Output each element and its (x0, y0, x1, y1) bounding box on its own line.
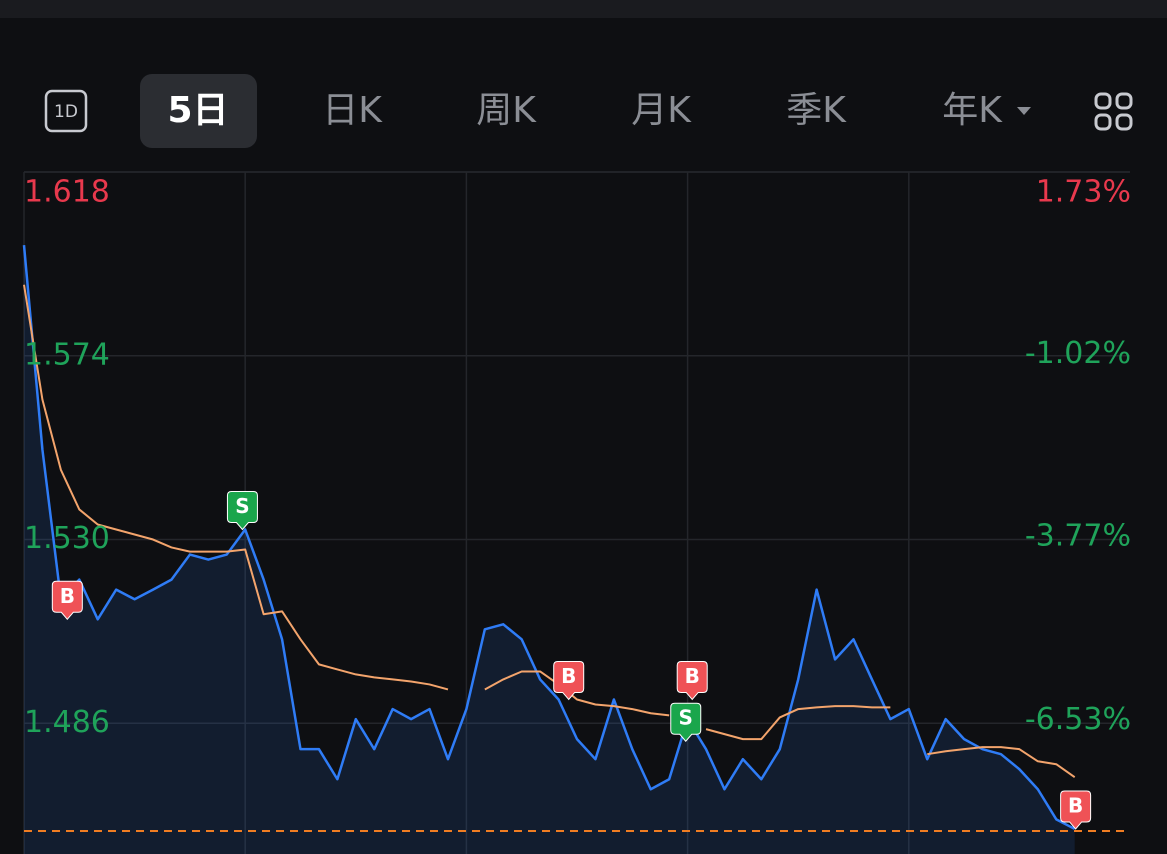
y-tick-label: 1.574 (24, 337, 110, 372)
y-tick-label: 1.618 (24, 175, 110, 210)
average-line (23, 284, 1076, 778)
trade-marker-pin (676, 660, 708, 701)
trade-marker-pin (1060, 790, 1092, 830)
trade-marker: B (1060, 790, 1092, 830)
trade-marker-pin (553, 660, 585, 701)
y-tick-label: 1.530 (24, 521, 110, 556)
y2-tick-label: 1.73% (1036, 175, 1131, 210)
trade-marker: S (670, 702, 702, 743)
trade-marker-pin (226, 490, 258, 531)
price-line (22, 244, 1076, 831)
tab[interactable]: 5日 (167, 90, 228, 131)
tab[interactable]: 月K (631, 90, 692, 131)
trade-marker-label: B (1068, 793, 1083, 817)
trade-marker-pin (51, 580, 83, 621)
y2-tick-label: -1.02% (1025, 336, 1131, 371)
trade-marker: B (553, 660, 585, 701)
status-strip (0, 0, 1167, 18)
tab[interactable]: 周K (476, 90, 537, 131)
trade-marker-label: S (235, 494, 249, 518)
tab[interactable]: 季K (786, 90, 847, 131)
trade-marker-label: B (561, 664, 576, 688)
active-tab-bg (140, 74, 257, 148)
trade-marker: B (676, 660, 708, 701)
trade-marker-pin (670, 702, 702, 743)
tab[interactable]: 日K (322, 90, 383, 131)
tab[interactable]: 年K (942, 90, 1003, 131)
trade-marker-label: B (685, 664, 700, 688)
y2-tick-label: -3.77% (1025, 519, 1131, 554)
price-area (24, 245, 1075, 854)
y2-tick-label: -6.53% (1025, 702, 1131, 737)
trade-marker-label: S (679, 706, 693, 730)
trade-marker: S (226, 490, 258, 531)
dropdown-caret (1017, 107, 1031, 115)
y-tick-label: 1.486 (24, 705, 110, 740)
trade-marker-label: B (60, 584, 75, 608)
icon-frame (44, 89, 88, 133)
period-icon[interactable]: 1D (54, 102, 78, 122)
grid-icon[interactable] (1094, 92, 1133, 131)
trade-marker: B (51, 580, 83, 621)
